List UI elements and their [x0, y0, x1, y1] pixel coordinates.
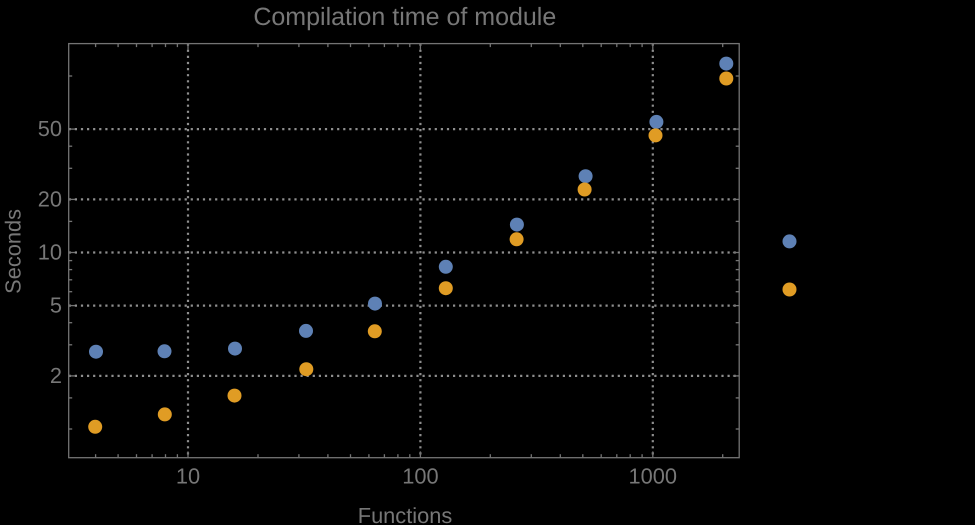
svg-text:10: 10: [176, 463, 200, 488]
svg-text:10: 10: [38, 240, 62, 265]
svg-text:2: 2: [50, 363, 62, 388]
svg-text:Functions: Functions: [358, 503, 453, 525]
svg-text:20: 20: [38, 186, 62, 211]
svg-text:1000: 1000: [629, 463, 678, 488]
svg-text:Seconds: Seconds: [1, 209, 26, 294]
svg-text:50: 50: [38, 116, 62, 141]
svg-text:5: 5: [50, 293, 62, 318]
svg-text:100: 100: [402, 463, 438, 488]
svg-text:Compilation time of module: Compilation time of module: [253, 3, 556, 31]
